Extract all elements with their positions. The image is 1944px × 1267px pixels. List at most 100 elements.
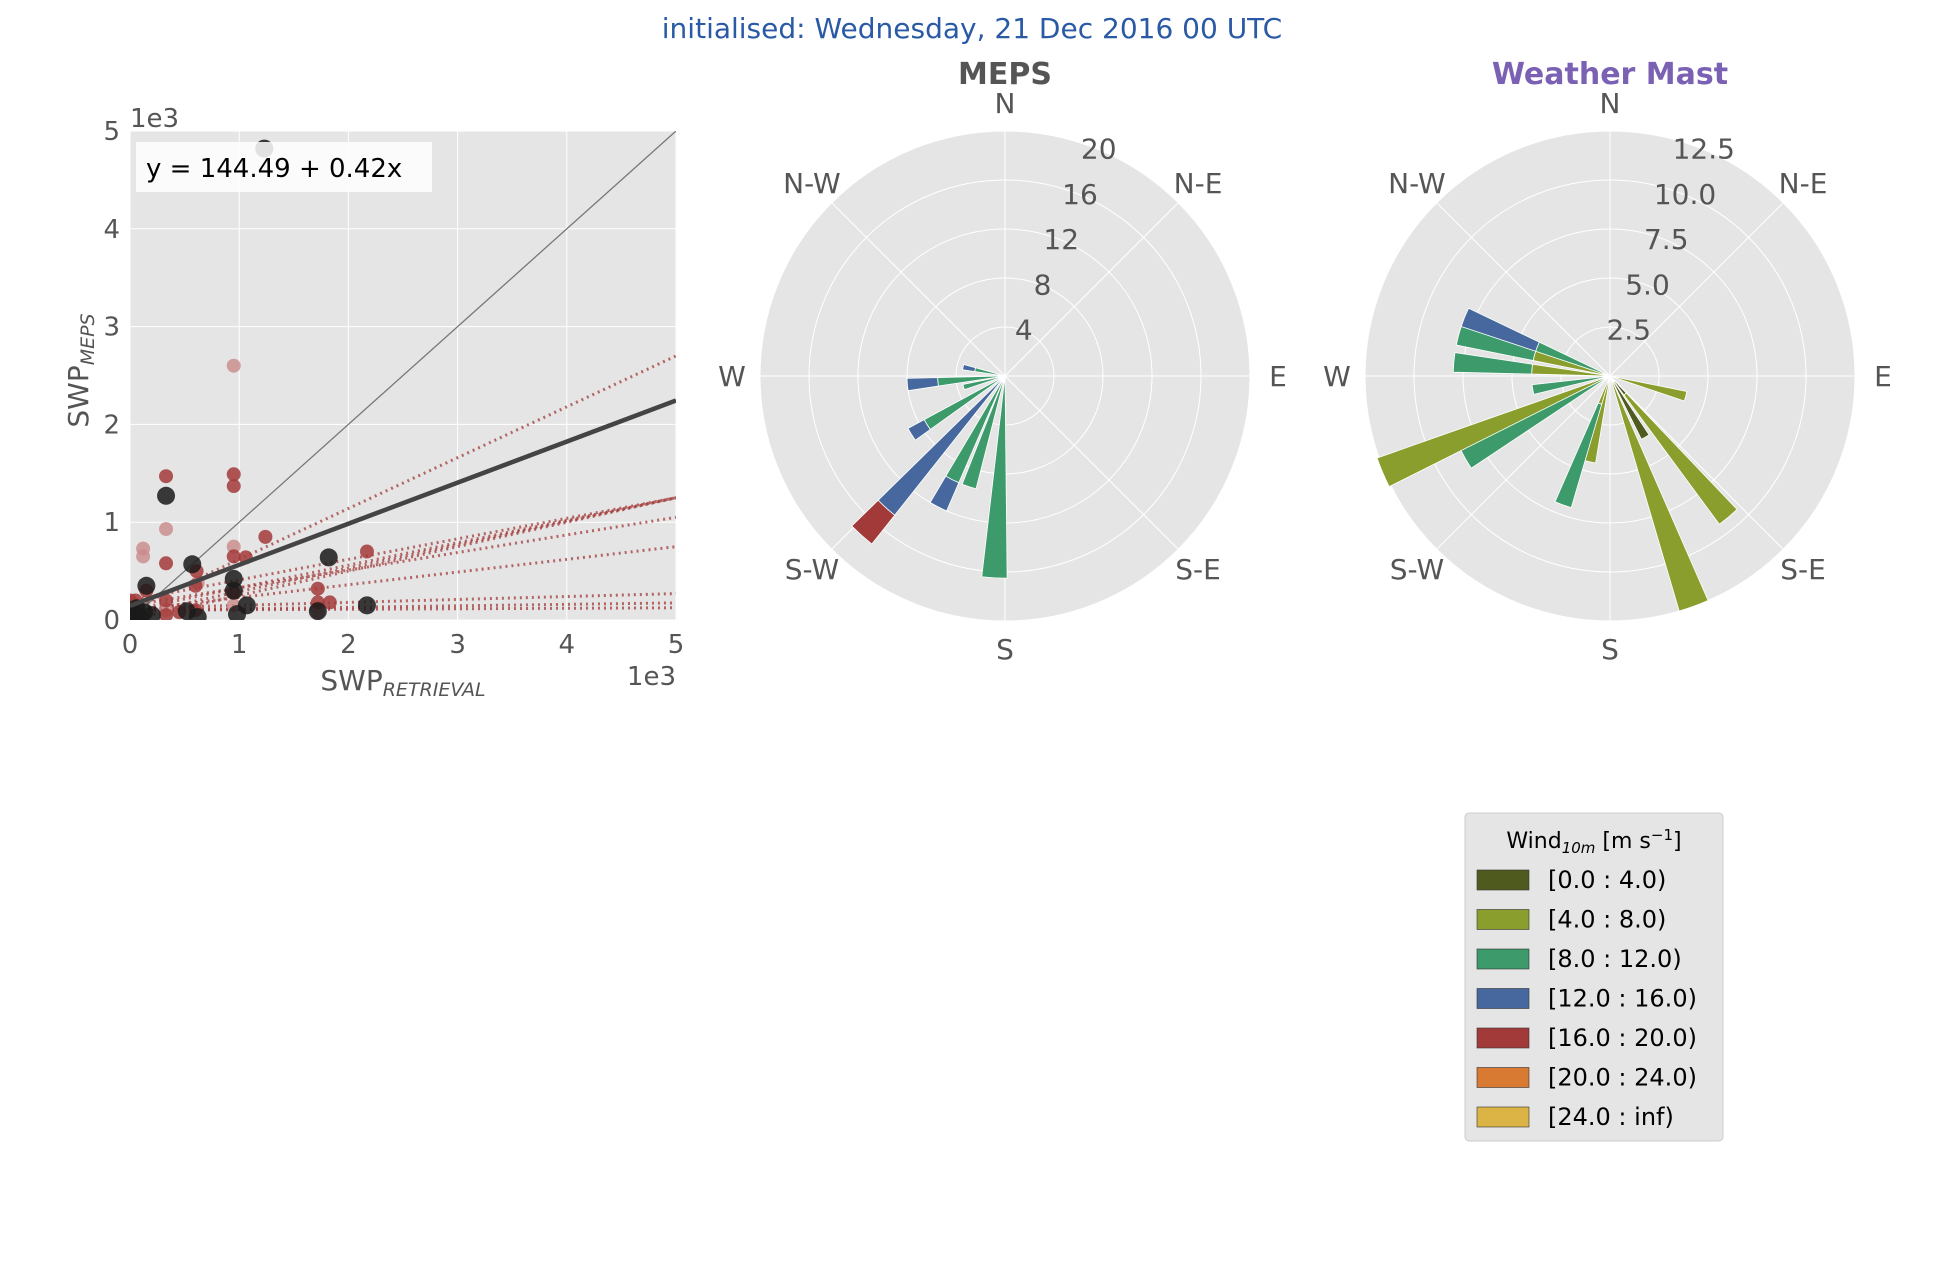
legend-label: [4.0 : 8.0) [1548, 906, 1666, 934]
x-tick-label: 2 [340, 630, 357, 660]
compass-label-n-w: N-W [783, 167, 841, 200]
windrose-wedge [1460, 307, 1540, 352]
compass-label-n: N [995, 87, 1016, 120]
legend-swatch [1476, 869, 1530, 891]
compass-label-n-w: N-W [1388, 167, 1446, 200]
windrose-wedge [1531, 375, 1611, 395]
y-tick-label: 0 [103, 606, 120, 636]
compass-label-e: E [1874, 360, 1892, 393]
x-tick-label: 0 [122, 630, 139, 660]
compass-label-n: N [1600, 87, 1621, 120]
polar-spoke [831, 202, 1006, 377]
legend-label: [20.0 : 24.0) [1548, 1064, 1697, 1092]
scatter-point-control [357, 596, 376, 615]
windrose-title: Weather Mast [1492, 57, 1728, 92]
windrose-wedge [1609, 375, 1709, 612]
radial-tick-label: 16 [1062, 178, 1098, 211]
radial-tick-label: 12 [1043, 223, 1079, 256]
legend-swatch [1476, 1027, 1530, 1049]
radial-tick-label: 5.0 [1625, 268, 1670, 301]
legend-label: [16.0 : 20.0) [1548, 1024, 1697, 1052]
x-tick-label: 1 [231, 630, 248, 660]
compass-label-s-w: S-W [785, 553, 839, 586]
windrose-wedge [1554, 402, 1603, 509]
legend-swatch [1476, 988, 1530, 1009]
ensemble-fit-line [130, 354, 676, 612]
compass-label-n-e: N-E [1779, 167, 1828, 200]
y-tick-label: 5 [103, 117, 120, 147]
scatter-point-control [142, 606, 161, 620]
legend-swatch [1476, 1106, 1530, 1128]
windrose-wedge [907, 419, 931, 441]
legend-label: [12.0 : 16.0) [1548, 985, 1697, 1013]
polar-spoke [1436, 202, 1611, 377]
x-tick-label: 5 [668, 630, 685, 660]
radial-tick-label: 2.5 [1606, 314, 1651, 347]
windrose-wedge [962, 375, 1006, 391]
legend-label: [0.0 : 4.0) [1548, 866, 1666, 894]
legend-label: [24.0 : inf) [1548, 1103, 1674, 1131]
ensemble-fit-line [130, 592, 676, 610]
windrose-wedge [962, 363, 976, 372]
scatter-point-member [159, 469, 174, 484]
scatter-point-light [159, 522, 174, 537]
windrose-wedge [851, 499, 896, 545]
compass-label-n-e: N-E [1174, 167, 1223, 200]
radial-tick-label: 7.5 [1644, 223, 1689, 256]
windrose-wedge [1623, 392, 1738, 525]
scatter-point-light [136, 549, 151, 564]
polar-spoke [1004, 202, 1179, 377]
polar-spoke [1609, 375, 1784, 550]
scatter-point-light [226, 539, 241, 554]
compass-label-w: W [718, 360, 746, 393]
legend-box [1464, 812, 1724, 1142]
radial-tick-label: 12.5 [1673, 133, 1735, 166]
legend-swatch [1476, 909, 1530, 930]
scatter-point-control [228, 605, 247, 620]
scatter-point-member [226, 479, 241, 494]
windrose-wedge [929, 475, 960, 512]
scatter-point-light [226, 358, 241, 373]
scatter-point-member [159, 593, 174, 608]
y-tick-label: 3 [103, 313, 120, 343]
scatter-point-control [224, 581, 243, 600]
radial-tick-label: 10.0 [1654, 178, 1716, 211]
scatter-point-control [130, 606, 145, 620]
compass-label-s: S [996, 633, 1014, 666]
legend-label: [8.0 : 12.0) [1548, 945, 1682, 973]
ensemble-fit-line [130, 545, 676, 612]
scatter-point-control [308, 602, 327, 620]
y-tick-label: 2 [103, 410, 120, 440]
x-offset-text: 1e3 [627, 662, 676, 692]
ensemble-fit-line [130, 606, 676, 612]
scatter-point-member [359, 544, 374, 559]
scatter-point-member [226, 549, 241, 564]
windrose-wedge [1609, 375, 1688, 402]
x-axis-label: SWPRETRIEVAL [320, 664, 485, 701]
polar-spoke [1004, 375, 1179, 550]
scatter-point-member [322, 595, 337, 610]
windrose-wedge [906, 377, 939, 392]
scatter-point-member [159, 608, 174, 620]
legend-swatch [1476, 948, 1530, 970]
compass-label-s-e: S-E [1175, 553, 1221, 586]
figure-suptitle: initialised: Wednesday, 21 Dec 2016 00 U… [662, 12, 1282, 45]
legend-swatch [1476, 1067, 1530, 1088]
ensemble-fit-line [130, 496, 676, 602]
y-offset-text: 1e3 [130, 104, 179, 134]
scatter-point-control [137, 576, 156, 595]
compass-label-w: W [1323, 360, 1351, 393]
polar-spoke [1436, 375, 1611, 550]
scatter-point-control [183, 555, 202, 574]
compass-label-s-w: S-W [1390, 553, 1444, 586]
windrose-wedge [1609, 375, 1650, 440]
meps-windrose-panel: N N-E E S-E S S-W W N-W 48 12 16 20 MEPS [718, 57, 1287, 666]
regression-equation: y = 144.49 + 0.42x [146, 154, 402, 184]
windrose-title: MEPS [958, 57, 1052, 92]
ensemble-fit-line [130, 515, 676, 607]
weather-mast-windrose-panel: N N-E E S-E S S-W W N-W 2.5 5.0 7.5 10.0 12.5 Weather… [1323, 57, 1892, 666]
windrose-wedge [981, 375, 1008, 579]
polar-spoke [1609, 202, 1784, 377]
